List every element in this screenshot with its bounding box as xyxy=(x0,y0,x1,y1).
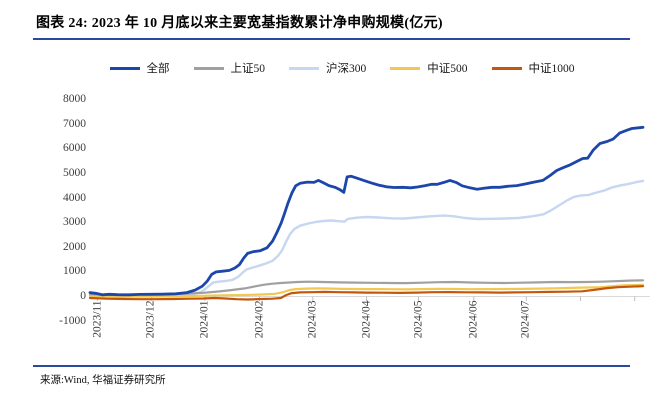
legend-line-swatch-csi300 xyxy=(289,66,319,70)
legend-label-sse50: 上证50 xyxy=(230,63,266,75)
y-axis-label: -1000 xyxy=(59,314,86,327)
series-line-csi500 xyxy=(88,283,645,299)
chart-title: 图表 24: 2023 年 10 月底以来主要宽基指数累计净申购规模(亿元) xyxy=(36,16,443,31)
y-axis-label: 8000 xyxy=(63,93,86,106)
x-axis-label: 2023/12 xyxy=(144,300,157,338)
y-axis-label: 6000 xyxy=(63,142,86,155)
source-note: 来源:Wind, 华福证券研究所 xyxy=(40,375,166,386)
x-axis-label: 2023/11 xyxy=(91,300,103,338)
y-axis-label: 4000 xyxy=(63,191,86,204)
legend-item-all: 全部 xyxy=(109,60,170,76)
y-axis-label: 5000 xyxy=(63,167,86,179)
legend-label-csi1000: 中证1000 xyxy=(528,63,575,75)
x-axis-label: 2024/04 xyxy=(360,300,372,338)
legend-item-sse50: 上证50 xyxy=(193,60,266,76)
legend-item-csi500: 中证500 xyxy=(390,60,468,76)
y-axis-label: 2000 xyxy=(63,240,86,253)
legend-line-swatch-csi500 xyxy=(390,66,421,70)
legend-label-csi500: 中证500 xyxy=(427,63,468,75)
legend-line-swatch-all xyxy=(109,66,140,70)
series-line-csi300 xyxy=(88,179,645,298)
y-axis-label: 3000 xyxy=(63,216,86,229)
series-line-sse50 xyxy=(88,279,645,297)
y-axis-label: 0 xyxy=(80,290,86,302)
legend-item-csi1000: 中证1000 xyxy=(491,60,575,76)
legend-label-csi300: 沪深300 xyxy=(326,63,367,75)
x-axis-label: 2024/05 xyxy=(412,300,424,338)
legend-line-swatch-csi1000 xyxy=(491,66,522,70)
x-axis-label: 2024/07 xyxy=(519,300,532,338)
x-axis-label: 2024/02 xyxy=(253,300,265,338)
x-axis-label: 2024/03 xyxy=(306,300,319,338)
legend-line-swatch-sse50 xyxy=(193,66,224,70)
legend-label-all: 全部 xyxy=(146,63,170,75)
footer-divider-rule xyxy=(33,365,630,367)
series-line-all xyxy=(88,125,645,297)
series-line-csi1000 xyxy=(88,285,645,301)
legend-item-csi300: 沪深300 xyxy=(289,60,366,76)
chart-legend: 全部 上证50 沪深300 中证500 中证1000 xyxy=(52,59,632,77)
y-axis-label: 7000 xyxy=(63,117,86,130)
y-axis-label: 1000 xyxy=(63,265,86,278)
title-divider-rule xyxy=(33,38,630,40)
x-axis-label: 2024/06 xyxy=(467,300,480,338)
x-axis-label: 2024/01 xyxy=(198,300,211,338)
